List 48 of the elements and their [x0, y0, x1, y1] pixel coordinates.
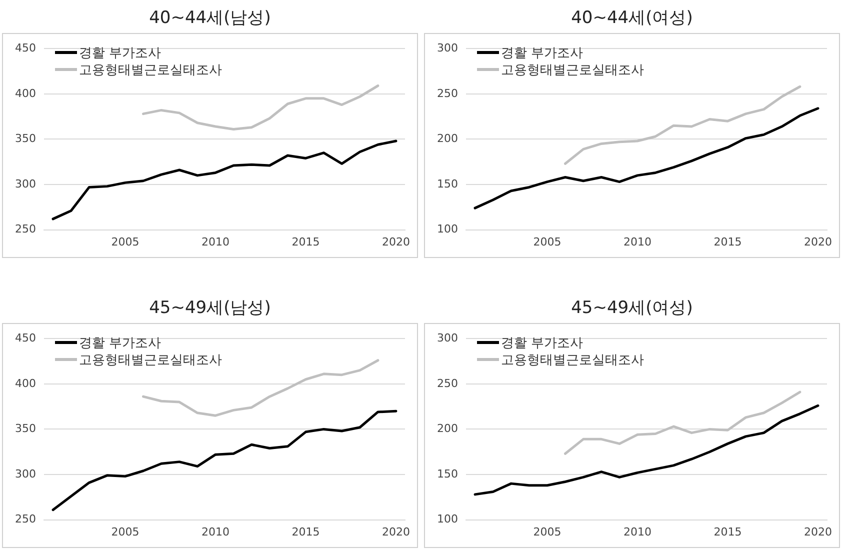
x-tick-label: 2020: [804, 235, 832, 248]
x-tick-label: 2010: [623, 525, 652, 538]
legend-label: 경활 부가조사: [501, 334, 584, 352]
chart-title: 40~44세(여성): [570, 7, 694, 30]
chart-title: 45~49세(남성): [148, 297, 272, 320]
y-tick-label: 100: [436, 512, 458, 526]
legend-label: 고용형태별근로실태조사: [501, 352, 644, 368]
x-tick-label: 2015: [292, 525, 320, 538]
y-tick-label: 400: [14, 376, 36, 390]
y-tick-label: 350: [14, 422, 36, 436]
x-tick-label: 2005: [111, 235, 140, 248]
legend-label: 고용형태별근로실태조사: [79, 62, 222, 78]
legend-label: 경활 부가조사: [79, 44, 162, 62]
y-tick-label: 200: [436, 422, 458, 436]
y-tick-label: 450: [14, 331, 36, 344]
legend-label: 경활 부가조사: [501, 44, 584, 62]
y-tick-label: 300: [436, 41, 458, 54]
y-tick-label: 300: [14, 177, 36, 190]
y-tick-label: 400: [14, 86, 36, 100]
x-tick-label: 2010: [623, 235, 652, 248]
legend-label: 경활 부가조사: [79, 334, 162, 352]
x-tick-label: 2005: [533, 525, 562, 538]
y-tick-label: 350: [14, 132, 36, 146]
legend-label: 고용형태별근로실태조사: [79, 352, 222, 368]
y-tick-label: 300: [14, 467, 36, 480]
legend-label: 고용형태별근로실태조사: [501, 62, 644, 78]
x-tick-label: 2020: [804, 525, 832, 538]
x-tick-label: 2015: [714, 525, 742, 538]
x-tick-label: 2015: [714, 235, 742, 248]
chart-title: 45~49세(여성): [570, 297, 694, 320]
y-tick-label: 200: [436, 132, 458, 146]
y-tick-label: 250: [436, 376, 458, 390]
y-tick-label: 150: [436, 467, 458, 480]
chart-title: 40~44세(남성): [148, 7, 272, 30]
y-tick-label: 450: [14, 41, 36, 54]
x-tick-label: 2010: [201, 235, 230, 248]
x-tick-label: 2010: [201, 525, 230, 538]
y-tick-label: 100: [436, 222, 458, 236]
y-tick-label: 150: [436, 177, 458, 190]
x-tick-label: 2015: [292, 235, 320, 248]
y-tick-label: 250: [14, 222, 36, 236]
x-tick-label: 2005: [533, 235, 562, 248]
x-tick-label: 2005: [111, 525, 140, 538]
y-tick-label: 250: [436, 86, 458, 100]
y-tick-label: 250: [14, 512, 36, 526]
x-tick-label: 2020: [382, 525, 410, 538]
y-tick-label: 300: [436, 331, 458, 344]
x-tick-label: 2020: [382, 235, 410, 248]
